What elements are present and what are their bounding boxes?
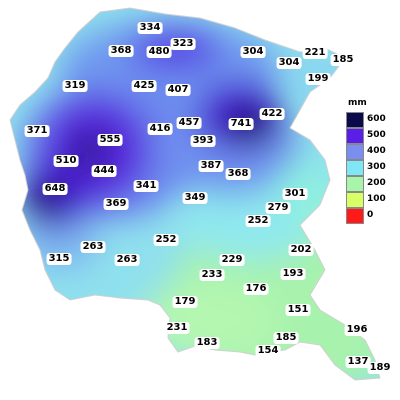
station-value: 444 [91,165,117,177]
station-value: 368 [108,45,134,57]
station-value: 323 [170,38,196,50]
legend-swatch [346,208,364,224]
legend-label: 500 [367,130,386,140]
station-value: 179 [172,296,198,308]
station-value: 369 [103,198,129,210]
station-value: 416 [147,123,173,135]
station-value: 202 [288,244,314,256]
station-value: 387 [198,160,224,172]
station-value: 457 [176,117,202,129]
legend-label: 300 [367,162,386,172]
legend-label: 0 [367,210,374,220]
region-border [9,7,381,381]
station-value: 422 [259,108,285,120]
legend-unit: mm [348,98,367,108]
station-value: 196 [344,324,370,336]
station-value: 183 [194,337,220,349]
legend-swatch [346,176,364,192]
legend-swatch [346,192,364,208]
station-value: 189 [367,362,393,374]
station-value: 185 [273,332,299,344]
legend-label: 400 [367,146,386,156]
station-value: 231 [164,322,190,334]
station-value: 229 [219,254,245,266]
station-value: 263 [114,254,140,266]
station-value: 334 [137,22,163,34]
station-value: 252 [245,215,271,227]
station-value: 425 [131,80,157,92]
station-value: 407 [165,84,191,96]
station-value: 221 [302,47,328,59]
legend-label: 200 [367,178,386,188]
station-value: 137 [345,356,371,368]
station-value: 151 [285,304,311,316]
station-value: 176 [243,283,269,295]
station-value: 368 [225,168,251,180]
station-value: 341 [133,180,159,192]
station-value: 193 [280,268,306,280]
station-value: 741 [228,118,254,130]
station-value: 480 [146,46,172,58]
station-value: 279 [265,202,291,214]
station-value: 185 [330,54,356,66]
legend-swatch [346,128,364,144]
station-value: 510 [53,155,79,167]
station-value: 304 [240,46,266,58]
legend-swatch [346,144,364,160]
legend-swatch [346,160,364,176]
station-value: 393 [190,135,216,147]
legend-label: 600 [367,114,386,124]
station-value: 154 [255,345,281,357]
station-value: 263 [80,241,106,253]
station-value: 349 [182,192,208,204]
legend-swatch [346,112,364,128]
station-value: 319 [62,80,88,92]
legend-label: 100 [367,194,386,204]
station-value: 304 [276,57,302,69]
station-value: 252 [153,234,179,246]
station-value: 199 [305,73,331,85]
station-value: 555 [97,134,123,146]
station-value: 371 [24,125,50,137]
station-value: 301 [282,188,308,200]
station-value: 315 [46,253,72,265]
station-value: 648 [42,183,68,195]
station-value: 233 [199,269,225,281]
